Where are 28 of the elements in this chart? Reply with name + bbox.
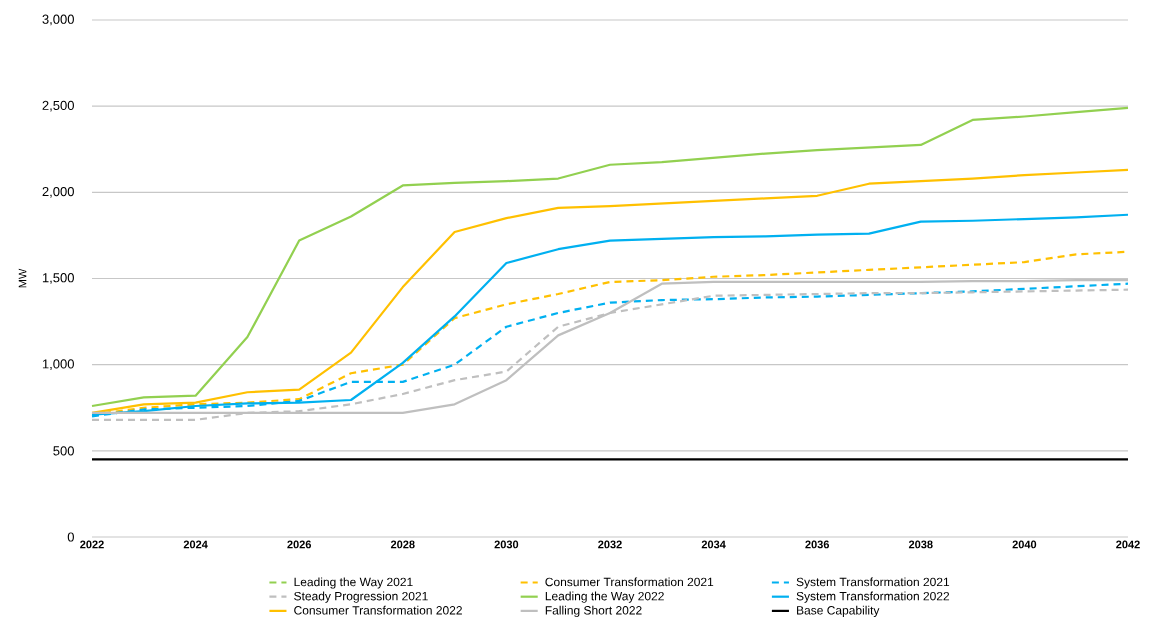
legend-label: Steady Progression 2021 bbox=[294, 591, 428, 603]
x-tick-label: 2032 bbox=[598, 540, 622, 549]
legend-label: System Transformation 2022 bbox=[796, 591, 950, 603]
y-tick-label: 500 bbox=[53, 446, 74, 456]
legend-label: Leading the Way 2021 bbox=[294, 577, 413, 589]
x-tick-label: 2036 bbox=[805, 540, 830, 549]
x-tick-label: 2028 bbox=[390, 540, 415, 549]
x-tick-label: 2042 bbox=[1116, 540, 1140, 549]
x-tick-label: 2034 bbox=[701, 540, 726, 549]
legend-label: Consumer Transformation 2022 bbox=[294, 605, 462, 615]
y-tick-label: 0 bbox=[67, 532, 74, 542]
legend-label: Base Capability bbox=[797, 605, 880, 617]
x-tick-label: 2030 bbox=[494, 540, 519, 549]
y-tick-label: 2,000 bbox=[42, 186, 74, 198]
legend-label: Leading the Way 2022 bbox=[545, 591, 664, 603]
legend-label: Falling Short 2022 bbox=[545, 605, 642, 617]
x-tick-label: 2040 bbox=[1012, 540, 1037, 549]
x-tick-label: 2038 bbox=[908, 540, 933, 549]
y-tick-label: 1,500 bbox=[42, 273, 74, 284]
x-tick-label: 2022 bbox=[80, 540, 104, 549]
y-axis-title: MW bbox=[18, 268, 27, 288]
y-tick-label: 2,500 bbox=[42, 100, 74, 112]
x-tick-label: 2026 bbox=[287, 540, 312, 549]
legend-label: Consumer Transformation 2021 bbox=[545, 577, 714, 587]
y-tick-label: 1,000 bbox=[42, 359, 74, 371]
y-tick-label: 3,000 bbox=[42, 14, 74, 26]
legend-label: System Transformation 2021 bbox=[796, 577, 950, 589]
x-tick-label: 2024 bbox=[183, 540, 208, 549]
